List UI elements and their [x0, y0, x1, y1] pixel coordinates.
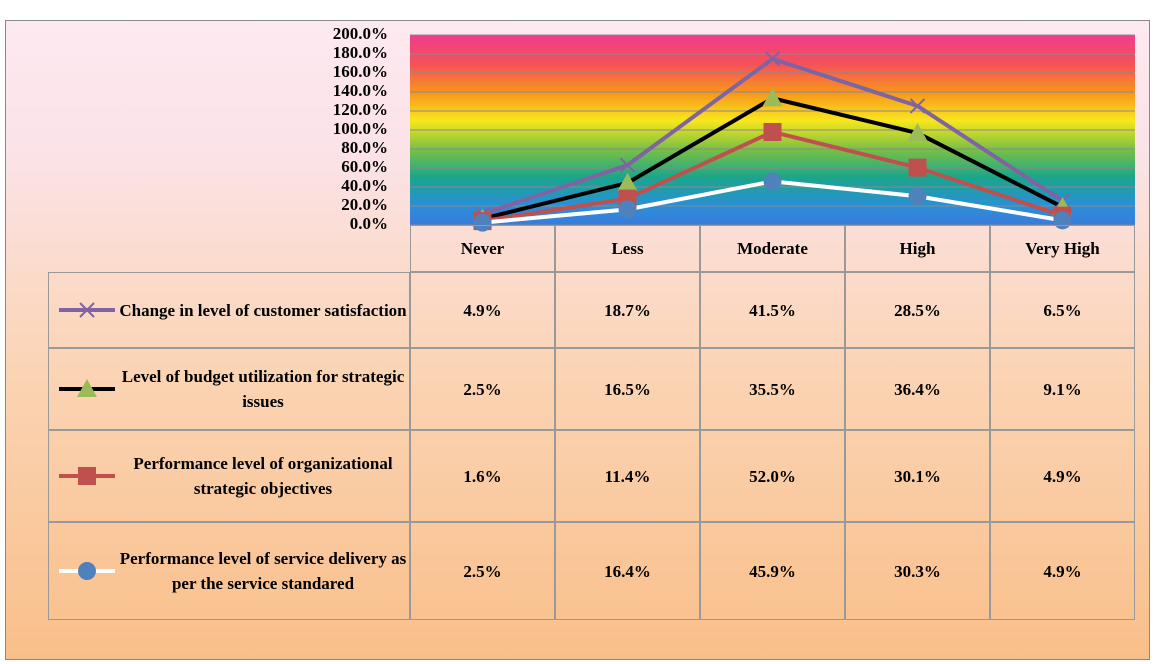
legend-entry: Level of budget utilization for strategi…	[48, 348, 410, 430]
marker-stroke	[619, 157, 636, 173]
legend-label: Performance level of organizational stra…	[133, 454, 393, 498]
table-value: 2.5%	[410, 348, 555, 430]
table-value: 30.3%	[845, 522, 990, 620]
table-value: 41.5%	[700, 272, 845, 348]
legend-symbol	[59, 562, 115, 580]
data-point	[473, 213, 492, 232]
legend-symbol	[59, 302, 115, 318]
y-tick-label: 40.0%	[341, 176, 388, 195]
data-point	[909, 98, 926, 114]
legend-label: Change in level of customer satisfaction	[119, 300, 407, 320]
y-tick-label: 0.0%	[350, 214, 388, 233]
legend-marker	[79, 302, 95, 318]
y-tick-label: 60.0%	[341, 157, 388, 176]
table-value: 35.5%	[700, 348, 845, 430]
legend-label: Level of budget utilization for strategi…	[121, 367, 405, 411]
column-header: Never	[410, 225, 555, 272]
table-value: 11.4%	[555, 430, 700, 522]
data-point	[762, 88, 783, 107]
legend-marker	[77, 379, 97, 397]
table-value: 1.6%	[410, 430, 555, 522]
legend-label: Performance level of service delivery as…	[119, 549, 407, 593]
column-header: Less	[555, 225, 700, 272]
legend-entry: Performance level of service delivery as…	[48, 522, 410, 620]
y-tick-label: 180.0%	[333, 43, 388, 62]
legend-entry: Performance level of organizational stra…	[48, 430, 410, 522]
marker-stroke	[79, 302, 95, 318]
data-point	[1053, 211, 1072, 230]
table-value: 4.9%	[990, 522, 1135, 620]
legend-symbol	[59, 379, 115, 397]
table-value: 45.9%	[700, 522, 845, 620]
legend-marker	[78, 467, 96, 485]
table-value: 36.4%	[845, 348, 990, 430]
data-point	[907, 123, 928, 142]
table-value: 18.7%	[555, 272, 700, 348]
data-point	[764, 51, 781, 67]
column-header: Very High	[990, 225, 1135, 272]
table-value: 2.5%	[410, 522, 555, 620]
y-tick-label: 140.0%	[333, 81, 388, 100]
legend-symbol	[59, 467, 115, 485]
table-value: 16.4%	[555, 522, 700, 620]
y-tick-label: 200.0%	[333, 24, 388, 43]
table-value: 16.5%	[555, 348, 700, 430]
table-value: 4.9%	[410, 272, 555, 348]
marker-stroke	[764, 51, 781, 67]
legend-marker	[78, 562, 96, 580]
table-value: 28.5%	[845, 272, 990, 348]
column-header: Moderate	[700, 225, 845, 272]
data-point	[763, 172, 782, 191]
y-tick-label: 100.0%	[333, 119, 388, 138]
data-point	[617, 172, 638, 191]
column-header: High	[845, 225, 990, 272]
y-tick-label: 80.0%	[341, 138, 388, 157]
data-point	[763, 122, 782, 141]
table-value: 30.1%	[845, 430, 990, 522]
table-value: 9.1%	[990, 348, 1135, 430]
y-tick-label: 20.0%	[341, 195, 388, 214]
marker-stroke	[909, 98, 926, 114]
y-tick-label: 160.0%	[333, 62, 388, 81]
data-point	[908, 158, 927, 177]
table-value: 52.0%	[700, 430, 845, 522]
table-value: 4.9%	[990, 430, 1135, 522]
data-point	[618, 200, 637, 219]
y-tick-label: 120.0%	[333, 100, 388, 119]
data-point	[619, 157, 636, 173]
legend-entry: Change in level of customer satisfaction	[48, 272, 410, 348]
table-value: 6.5%	[990, 272, 1135, 348]
data-point	[908, 187, 927, 206]
